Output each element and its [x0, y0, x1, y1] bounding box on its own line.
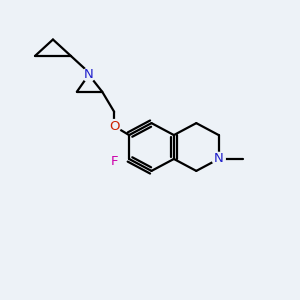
Circle shape	[107, 154, 122, 169]
Text: O: O	[109, 120, 119, 133]
Text: N: N	[214, 152, 224, 166]
Text: F: F	[111, 155, 118, 168]
Circle shape	[82, 68, 95, 81]
Circle shape	[108, 119, 121, 133]
Circle shape	[212, 152, 225, 166]
Text: N: N	[84, 68, 94, 81]
